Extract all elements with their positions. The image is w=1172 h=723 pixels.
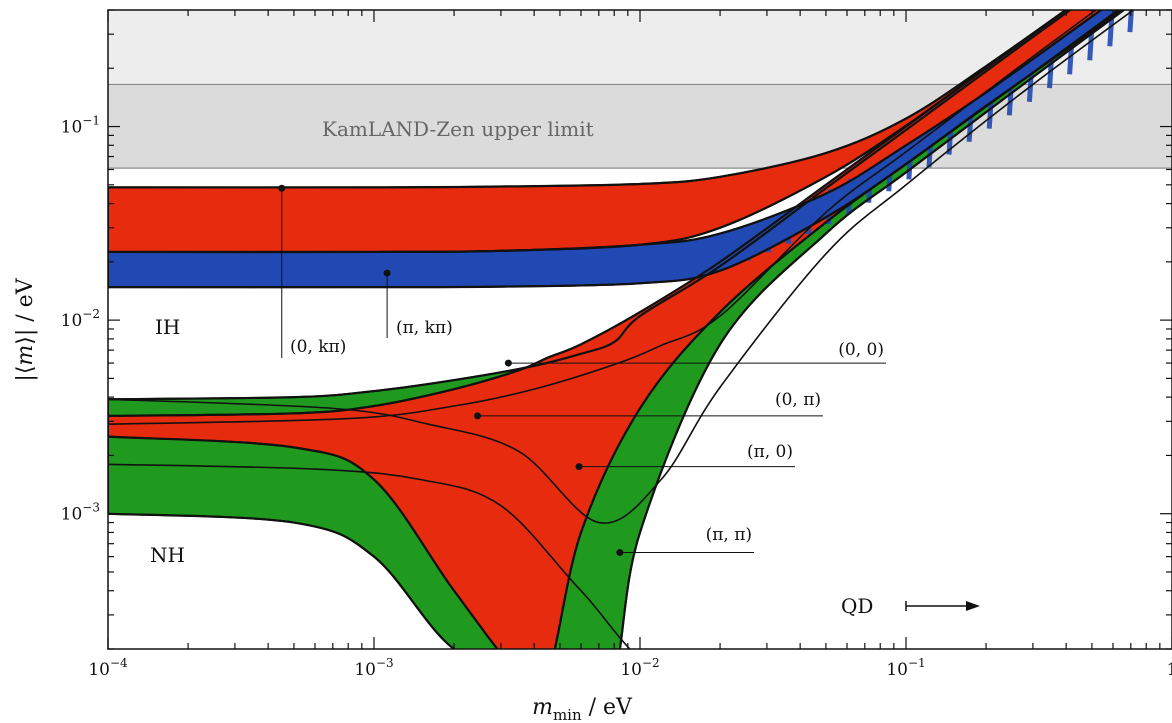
x-axis-title: mmin / eV xyxy=(532,695,633,723)
plot-area xyxy=(108,10,1172,649)
x-tick-label: 10−2 xyxy=(620,656,659,680)
hatch-stripe xyxy=(986,93,995,129)
hatch-stripe xyxy=(1127,10,1134,33)
curve-upper-nh-green xyxy=(108,10,1073,401)
region-label-ih: IH xyxy=(155,315,180,339)
region-label-nh: NH xyxy=(150,543,185,567)
band-label-kamland: KamLAND-Zen upper limit xyxy=(322,117,594,141)
phase-label: (0, π) xyxy=(775,390,821,410)
hatch-overlap xyxy=(705,10,1134,276)
hatch-stripe xyxy=(745,225,753,261)
x-tick-label: 1 xyxy=(1167,660,1172,680)
y-tick-label: 10−2 xyxy=(61,307,100,331)
hatch-stripe xyxy=(866,167,874,203)
phase-label: (π, kπ) xyxy=(396,318,453,338)
curve-lower-ih-lower-blue xyxy=(108,10,1124,289)
hatch-stripe xyxy=(725,233,733,269)
hatch-stripe xyxy=(1006,80,1015,116)
x-tick-label: 10−4 xyxy=(88,656,128,680)
hatch-stripe xyxy=(1026,66,1035,102)
hatch-stripe xyxy=(825,189,834,225)
qd-arrow xyxy=(905,601,980,611)
phase-annotation-5: (π, π) xyxy=(616,525,754,557)
phase-annotation-3: (0, π) xyxy=(474,390,823,420)
hatch-stripe xyxy=(765,217,773,253)
curve-upper-ih-lower-blue xyxy=(108,10,1104,254)
hatch-stripe xyxy=(846,178,854,214)
phase-label: (0, kπ) xyxy=(290,337,346,357)
x-tick-label: 10−1 xyxy=(886,656,925,680)
hatch-stripe xyxy=(926,132,934,168)
phase-label: (0, 0) xyxy=(838,340,884,360)
x-tick-label: 10−3 xyxy=(354,656,393,680)
phase-annotation-4: (π, 0) xyxy=(575,442,795,471)
curve-nh-internal-3 xyxy=(108,10,1098,425)
curve-nh-internal-1 xyxy=(108,463,631,649)
y-tick-label: 10−1 xyxy=(61,114,100,138)
axis-ticks: 10−4 10−3 10−2 10−1 1 10−3 10−2 10−1 xyxy=(61,9,1172,680)
phase-label: (π, π) xyxy=(706,525,752,545)
y-axis-title: |⟨m⟩| / eV xyxy=(13,277,38,381)
curve-lower-nh-green xyxy=(108,10,1126,649)
region-label-qd: QD xyxy=(841,594,873,618)
phase-label: (π, 0) xyxy=(747,442,793,462)
y-tick-label: 10−3 xyxy=(61,501,100,525)
phase-annotation-2: (0, 0) xyxy=(504,340,886,367)
phase-annotation-1: (π, kπ) xyxy=(383,269,453,338)
phase-annotations: (0, kπ) (π, kπ) (0, 0) (0, π) (π, 0) (π, π) xyxy=(278,184,886,557)
experimental-bands xyxy=(108,10,1172,169)
phase-annotation-0: (0, kπ) xyxy=(278,184,346,358)
